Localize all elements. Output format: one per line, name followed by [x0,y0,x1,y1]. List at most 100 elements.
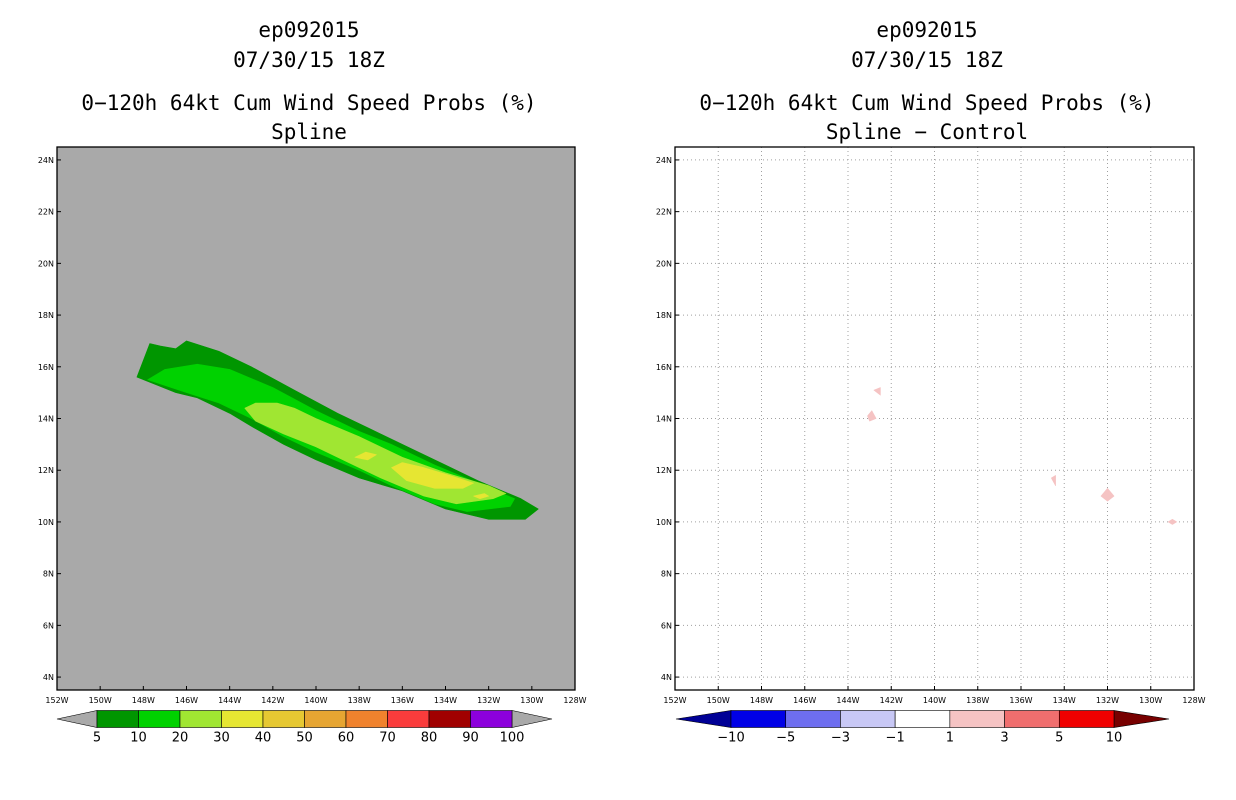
contour-region-30-40-5 [473,493,490,500]
x-tick-label: 138W [348,696,371,705]
colorbar-swatch [428,710,471,728]
colorbar-swatch [949,710,1005,728]
x-tick-label: 136W [391,696,414,705]
x-tick-label: 140W [304,696,327,705]
x-tick-label: 148W [132,696,155,705]
colorbar-swatch [894,710,951,728]
y-tick-label: 20N [38,259,54,268]
contour-region-1-3-0 [873,387,881,396]
colorbar-label: 30 [213,731,230,746]
y-tick-label: 12N [656,466,672,475]
colorbar-low-arrow [56,710,98,728]
storm-id-title: ep092015 [876,18,978,42]
x-tick-label: 144W [218,696,241,705]
colorbar-label: 10 [1106,731,1123,746]
x-tick-label: 142W [261,696,284,705]
y-tick-label: 24N [656,156,672,165]
colorbar-label: −3 [831,731,850,746]
x-tick-label: 152W [45,696,68,705]
colorbar-swatch [1004,710,1060,728]
colorbar-swatch [262,710,305,728]
x-tick-label: 152W [663,696,686,705]
colorbar-label: 50 [296,731,313,746]
colorbar-label: 80 [421,731,438,746]
y-tick-label: 10N [38,518,54,527]
y-tick-label: 14N [656,415,672,424]
contour-region-1-3-2 [1050,475,1056,487]
y-tick-label: 22N [38,208,54,217]
colorbar-label: 40 [255,731,272,746]
colorbar-high-arrow [511,710,553,728]
y-tick-label: 8N [661,570,672,579]
colorbar-label: 70 [379,731,396,746]
colorbar-swatch [221,710,264,728]
contour-region-30-40-4 [354,451,377,461]
colorbar-label: −5 [776,731,795,746]
x-tick-label: 146W [175,696,198,705]
colorbar-label: 10 [130,731,147,746]
x-tick-label: 132W [1096,696,1119,705]
right-panel: ep092015 07/30/15 18Z 0−120h 64kt Cum Wi… [618,0,1236,800]
x-tick-label: 138W [966,696,989,705]
probability-map: 152W 150W 148W 146W 144W 142W 140W 138W 136W 134W… [38,146,587,746]
colorbar-label: 1 [946,731,954,746]
y-tick-label: 6N [43,621,54,630]
colorbar-label: 5 [1055,731,1063,746]
colorbar-label: 90 [462,731,479,746]
contour-region-1-3-4 [1167,518,1178,525]
contour-region-30-40-3 [391,462,474,489]
chart-title: 0−120h 64kt Cum Wind Speed Probs (%) [699,91,1155,115]
y-tick-label: 16N [656,363,672,372]
x-tick-label: 134W [1053,696,1076,705]
colorbar-label: 20 [172,731,189,746]
colorbar-swatch [345,710,388,728]
date-title: 07/30/15 18Z [851,48,1003,72]
x-tick-label: 148W [750,696,773,705]
x-tick-label: 128W [563,696,586,705]
colorbar-swatch [387,710,430,728]
x-tick-label: 142W [880,696,903,705]
chart-subtitle: Spline − Control [825,120,1029,144]
y-tick-label: 16N [38,363,54,372]
colorbar-swatch [470,710,513,728]
date-title: 07/30/15 18Z [233,48,385,72]
x-tick-label: 128W [1182,696,1205,705]
x-tick-label: 130W [520,696,543,705]
colorbar-low-arrow [675,710,732,728]
y-tick-label: 18N [656,311,672,320]
y-tick-label: 4N [661,673,672,682]
x-tick-label: 144W [836,696,859,705]
y-tick-label: 14N [38,415,54,424]
colorbar-swatch [304,710,347,728]
left-panel: ep092015 07/30/15 18Z 0−120h 64kt Cum Wi… [38,18,587,746]
colorbar-high-arrow [1113,710,1170,728]
y-tick-label: 12N [38,466,54,475]
difference-map: 152W 150W 148W 146W 144W 142W 140W 138W 136W 134W… [656,146,1206,746]
x-tick-label: 150W [707,696,730,705]
chart-subtitle: Spline [271,120,347,144]
colorbar-label: 60 [338,731,355,746]
colorbar-label: −10 [717,731,744,746]
y-tick-label: 24N [38,156,54,165]
x-tick-label: 140W [923,696,946,705]
storm-id-title: ep092015 [258,18,360,42]
chart-title: 0−120h 64kt Cum Wind Speed Probs (%) [81,91,537,115]
contour-region-1-3-3 [1100,487,1115,502]
y-tick-label: 8N [43,570,54,579]
colorbar-swatch [730,710,787,728]
y-tick-label: 10N [656,518,672,527]
x-tick-label: 146W [793,696,816,705]
colorbar-swatch [840,710,896,728]
colorbar-swatch [785,710,841,728]
plot-area [675,147,1194,690]
y-tick-label: 6N [661,621,672,630]
y-tick-label: 4N [43,673,54,682]
colorbar-swatch [1058,710,1115,728]
colorbar-swatch [179,710,222,728]
colorbar-swatch [96,710,139,728]
colorbar-swatch [138,710,181,728]
x-tick-label: 134W [434,696,457,705]
contour-region-1-3-1 [867,410,877,422]
colorbar-label: 5 [93,731,101,746]
x-tick-label: 130W [1139,696,1162,705]
